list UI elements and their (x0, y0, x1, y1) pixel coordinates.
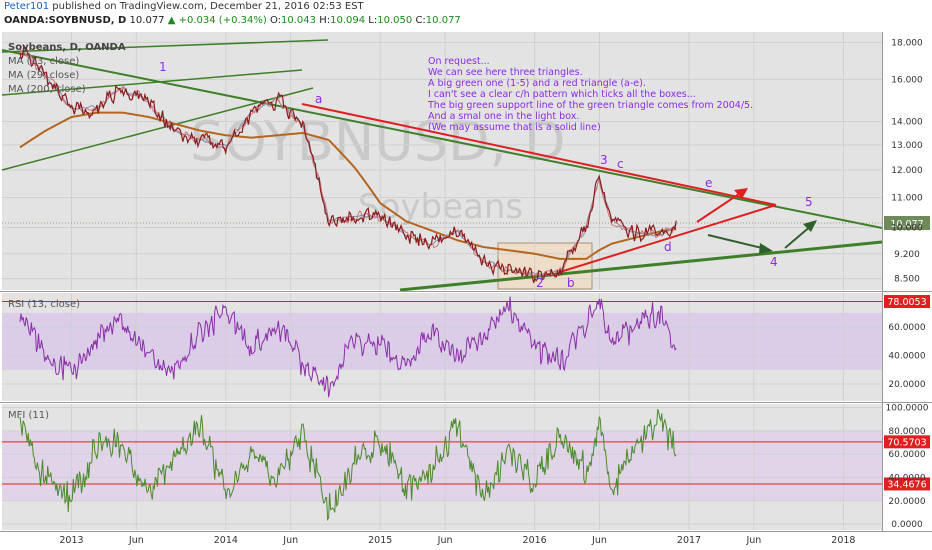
open-value: 10.043 (281, 15, 317, 26)
annotation-line: A big green one (1-5) and a red triangle… (428, 78, 646, 89)
low-label: L: (368, 15, 378, 26)
price-tick-label: 9.200 (894, 250, 920, 260)
mfi-tick-label: 80.0000 (888, 427, 925, 437)
x-tick-label: Jun (437, 535, 453, 546)
price-panel[interactable] (2, 32, 882, 290)
wave-labels: 1 2 3 4 5 a b c d e (159, 60, 813, 290)
wave-label-d: d (664, 240, 672, 254)
x-tick-label: Jun (745, 535, 761, 546)
projection-arrows (696, 188, 817, 254)
x-tick-label: 2017 (677, 535, 701, 546)
price-tick-label: 8.500 (894, 275, 920, 285)
wave-label-3: 3 (600, 153, 608, 167)
close-value: 10.077 (425, 15, 461, 26)
rsi-line (19, 296, 677, 398)
price-legend: Soybeans, D, OANDA MA (13, close) MA (29… (8, 42, 126, 95)
legend-ma29: MA (29, close) (8, 70, 79, 81)
trendline-green-channel-2 (1, 69, 303, 96)
annotation-line: The big green support line of the green … (427, 100, 753, 111)
price-tick-label: 18.000 (891, 38, 923, 48)
x-tick-label: Jun (282, 535, 298, 546)
rsi-tick-label: 60.0000 (888, 323, 925, 333)
price-tick-label: 10.000 (891, 223, 923, 233)
mfi-tick-label: 0.0000 (891, 520, 923, 530)
rsi-panel-title: RSI (13, close) (8, 299, 80, 310)
rsi-tick-label: 40.0000 (888, 352, 925, 362)
x-tick-label: Jun (591, 535, 607, 546)
mfi-upper-tag-text: 70.5703 (887, 437, 926, 448)
annotation-line: On request... (428, 56, 490, 67)
mfi-tick-label: 40.0000 (888, 474, 925, 484)
x-tick-label: 2013 (59, 535, 83, 546)
annotation-line: And a smal one in the light box. (428, 111, 579, 122)
wave-label-4: 4 (770, 255, 778, 269)
high-value: 10.094 (330, 15, 366, 26)
trendline-green-channel-1 (1, 39, 329, 53)
low-value: 10.050 (377, 15, 413, 26)
trendline-green-top (1, 49, 883, 229)
mfi-lower-tag (884, 477, 930, 491)
wave-label-1: 1 (159, 60, 167, 74)
last-price-tag-text: 10.077 (890, 219, 923, 230)
rsi-tick-label: 20.0000 (888, 380, 925, 390)
close-label: C: (415, 15, 426, 26)
wave-label-b: b (567, 276, 575, 290)
watermark-name: Soybeans (358, 187, 523, 227)
price-line (19, 44, 677, 283)
mfi-tick-label: 60.0000 (888, 450, 925, 460)
x-tick-label: 2016 (523, 535, 547, 546)
mfi-tick-label: 100.0000 (886, 404, 929, 414)
legend-ma200: MA (200, close) (8, 84, 86, 95)
annotation-note: On request... We can see here three tria… (427, 56, 753, 133)
mfi-line (19, 408, 677, 522)
trendline-red-bottom (559, 204, 777, 273)
rsi-level-tag (884, 295, 930, 309)
legend-ma13: MA (13, close) (8, 56, 79, 67)
up-arrow-icon: ▲ (167, 15, 176, 26)
last-price-tag (884, 216, 930, 230)
mfi-band (2, 430, 882, 501)
annotation-line: I can't see a clear c/h pattern which ti… (428, 89, 696, 100)
mfi-upper-tag (884, 435, 930, 449)
wave-label-e: e (705, 176, 712, 190)
symbol-label: OANDA:SOYBNUSD, D (4, 15, 127, 26)
author-link[interactable]: Peter101 (4, 1, 50, 12)
trendline-green-bottom (399, 240, 883, 292)
trendline-red-top (301, 103, 777, 206)
high-label: H: (319, 15, 331, 26)
wave-label-c: c (617, 157, 624, 171)
wave-label-a: a (315, 92, 322, 106)
wave-label-5: 5 (805, 195, 813, 209)
price-tick-label: 13.000 (891, 141, 923, 151)
mfi-tick-label: 20.0000 (888, 497, 925, 507)
x-tick-label: 2018 (831, 535, 855, 546)
open-label: O: (269, 15, 282, 26)
price-tick-label: 14.000 (891, 117, 923, 127)
price-tick-label: 11.000 (891, 193, 923, 203)
rsi-level-tag-text: 78.0053 (887, 297, 926, 308)
wave-label-2: 2 (536, 276, 544, 290)
price-tick-label: 16.000 (891, 75, 923, 85)
mfi-panel-title: MFI (11) (8, 410, 49, 421)
annotation-line: (We may assume that is a solid line) (428, 122, 601, 133)
price-change: +0.034 (+0.34%) (178, 15, 267, 26)
price-tick-label: 12.000 (891, 166, 923, 176)
symbol-quote: OANDA:SOYBNUSD, D 10.077 ▲ +0.034 (+0.34… (0, 14, 932, 28)
price-panel-title: Soybeans, D, OANDA (8, 42, 126, 53)
annotation-line: We can see here three triangles. (428, 67, 583, 78)
mfi-lower-tag-text: 34.4676 (887, 479, 926, 490)
published-text: published on TradingView.com, December 2… (52, 1, 364, 12)
grid (2, 32, 882, 530)
last-price: 10.077 (129, 15, 165, 26)
x-tick-label: 2015 (368, 535, 392, 546)
publish-info: Peter101 published on TradingView.com, D… (0, 0, 932, 14)
x-tick-label: Jun (128, 535, 144, 546)
x-tick-label: 2014 (214, 535, 238, 546)
axes: 2013 Jun 2014 Jun 2015 Jun 2016 Jun 2017 Jun 2018 1… (59, 38, 928, 546)
